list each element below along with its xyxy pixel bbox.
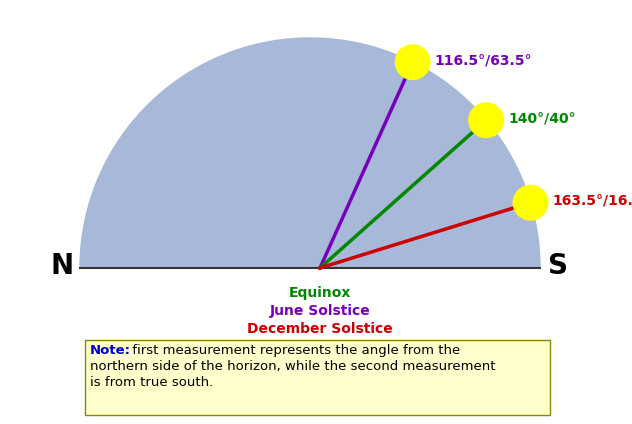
Text: Equinox: Equinox xyxy=(289,286,351,300)
Text: 116.5°/63.5°: 116.5°/63.5° xyxy=(435,53,532,67)
Text: Note:: Note: xyxy=(90,344,131,357)
Circle shape xyxy=(513,185,549,220)
Text: S: S xyxy=(548,252,568,280)
Text: 140°/40°: 140°/40° xyxy=(508,111,576,125)
Text: 163.5°/16.5°: 163.5°/16.5° xyxy=(552,194,632,208)
Text: northern side of the horizon, while the second measurement: northern side of the horizon, while the … xyxy=(90,360,495,373)
Circle shape xyxy=(394,44,430,80)
Text: is from true south.: is from true south. xyxy=(90,376,213,389)
Polygon shape xyxy=(80,38,540,268)
Bar xyxy=(85,340,550,415)
Text: first measurement represents the angle from the: first measurement represents the angle f… xyxy=(128,344,460,357)
Text: December Solstice: December Solstice xyxy=(247,322,393,336)
Text: June Solstice: June Solstice xyxy=(270,304,370,318)
Text: N: N xyxy=(51,252,73,280)
Circle shape xyxy=(468,102,504,138)
